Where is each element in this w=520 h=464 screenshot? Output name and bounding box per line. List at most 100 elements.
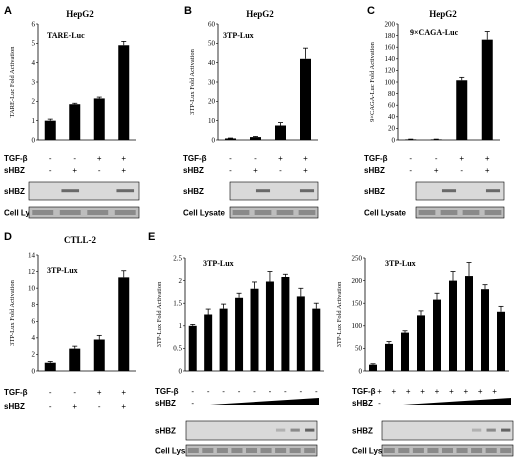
y-tick-label: 0 xyxy=(32,367,36,375)
y-tick-label: 3 xyxy=(32,78,36,86)
shbz-symbol: + xyxy=(303,166,308,175)
shbz-symbol: - xyxy=(364,399,367,408)
tgf-symbol: - xyxy=(254,154,257,163)
panel-letter: E xyxy=(148,231,155,243)
y-axis-label: 3TP-Lux Fold Activation xyxy=(189,48,196,114)
shbz-label: sHBZ xyxy=(352,399,373,408)
tgf-beta-label: TGF-β xyxy=(155,387,179,396)
bar xyxy=(417,315,425,371)
bar xyxy=(235,297,244,371)
blot-band xyxy=(290,428,300,432)
lysate-band xyxy=(485,448,497,453)
lysate-band xyxy=(187,448,199,453)
lysate-band xyxy=(440,210,458,215)
bar xyxy=(69,348,81,371)
shbz-symbol: - xyxy=(49,166,52,175)
panel-a: A HepG2 0 1 2 3 4 5 6 TARE-Luc Fold Activation TAR… xyxy=(4,5,140,219)
lysate-band xyxy=(260,448,272,453)
tgf-symbol: + xyxy=(121,388,126,397)
y-tick-label: 1 xyxy=(32,117,36,125)
blot-lysate-label: Cell Lysate xyxy=(155,447,197,456)
bar xyxy=(118,277,130,371)
tgf-symbol: + xyxy=(435,387,440,396)
tgf-symbol: - xyxy=(73,154,76,163)
blot-shbz-label: sHBZ xyxy=(364,187,385,196)
blot-band xyxy=(255,189,271,193)
y-tick-label: 20 xyxy=(208,98,216,106)
lysate-band xyxy=(216,448,228,453)
tgf-symbol: - xyxy=(229,154,232,163)
tgf-symbol: + xyxy=(97,154,102,163)
tgf-symbol: + xyxy=(420,387,425,396)
blot-lysate-label: Cell Lysate xyxy=(352,447,394,456)
bar xyxy=(497,311,505,371)
tgf-symbol: - xyxy=(299,387,302,396)
panel-title: HepG2 xyxy=(66,9,94,19)
lysate-band xyxy=(484,210,502,215)
bar xyxy=(265,281,274,371)
panel-letter: C xyxy=(367,5,375,17)
y-tick-label: 4 xyxy=(32,59,36,67)
panel-title: HepG2 xyxy=(246,9,274,19)
tgf-beta-label: TGF-β xyxy=(4,388,28,397)
y-tick-label: 60 xyxy=(388,102,396,110)
blot-lysate-label: Cell Lysate xyxy=(183,209,225,218)
lysate-band xyxy=(398,448,410,453)
blot-shbz-label: sHBZ xyxy=(4,187,25,196)
y-tick-label: 14 xyxy=(28,251,36,259)
tgf-beta-label: TGF-β xyxy=(364,154,388,163)
lysate-band xyxy=(289,448,301,453)
blot-shbz xyxy=(28,181,140,201)
blot-shbz-label: sHBZ xyxy=(155,427,176,436)
bar xyxy=(433,299,441,371)
tgf-symbol: - xyxy=(284,387,287,396)
lysate-band xyxy=(232,210,250,215)
y-tick-label: 2.5 xyxy=(173,254,182,262)
tgf-symbol: + xyxy=(303,154,308,163)
shbz-symbol: - xyxy=(460,166,463,175)
panel-letter: B xyxy=(184,5,192,17)
y-tick-label: 1 xyxy=(179,322,183,330)
shbz-dose-ramp xyxy=(403,398,511,405)
bar xyxy=(449,280,457,371)
bar xyxy=(250,137,261,140)
y-axis-label: TARE-Luc Fold Activation xyxy=(9,46,16,118)
bar xyxy=(430,139,442,140)
y-tick-label: 12 xyxy=(28,268,36,276)
panel-b: B HepG2 0 10 20 30 40 50 60 3TP-Lux Fold Activati… xyxy=(183,5,319,219)
y-tick-label: 2 xyxy=(179,277,183,285)
shbz-symbol: - xyxy=(49,402,52,411)
blot-band xyxy=(299,189,315,193)
shbz-symbol: - xyxy=(229,166,232,175)
bar xyxy=(385,343,393,371)
y-tick-label: 0.5 xyxy=(173,345,182,353)
blot-band xyxy=(485,189,501,193)
tgf-symbol: - xyxy=(253,387,256,396)
tgf-symbol: - xyxy=(409,154,412,163)
y-tick-label: 40 xyxy=(208,59,216,67)
panel-letter: A xyxy=(4,5,12,17)
y-tick-label: 60 xyxy=(208,20,216,28)
blot-band xyxy=(116,189,135,193)
shbz-symbol: + xyxy=(72,166,77,175)
y-tick-label: 4 xyxy=(32,334,36,342)
bar xyxy=(312,308,321,371)
y-tick-label: 0 xyxy=(359,367,363,375)
shbz-label: sHBZ xyxy=(4,402,25,411)
y-tick-label: 150 xyxy=(352,300,363,308)
blot-band xyxy=(486,428,496,432)
tgf-symbol: + xyxy=(97,388,102,397)
bar xyxy=(250,288,259,371)
blot-lysate xyxy=(415,206,505,219)
tgf-symbol: + xyxy=(391,387,396,396)
lysate-band xyxy=(427,448,439,453)
shbz-symbol: - xyxy=(279,166,282,175)
bar xyxy=(93,339,105,371)
lysate-band xyxy=(418,210,436,215)
y-tick-label: 10 xyxy=(28,284,36,292)
shbz-symbol: + xyxy=(253,166,258,175)
bar xyxy=(369,364,377,371)
panel-title: HepG2 xyxy=(429,9,457,19)
tgf-symbol: - xyxy=(49,154,52,163)
bar xyxy=(465,276,473,371)
